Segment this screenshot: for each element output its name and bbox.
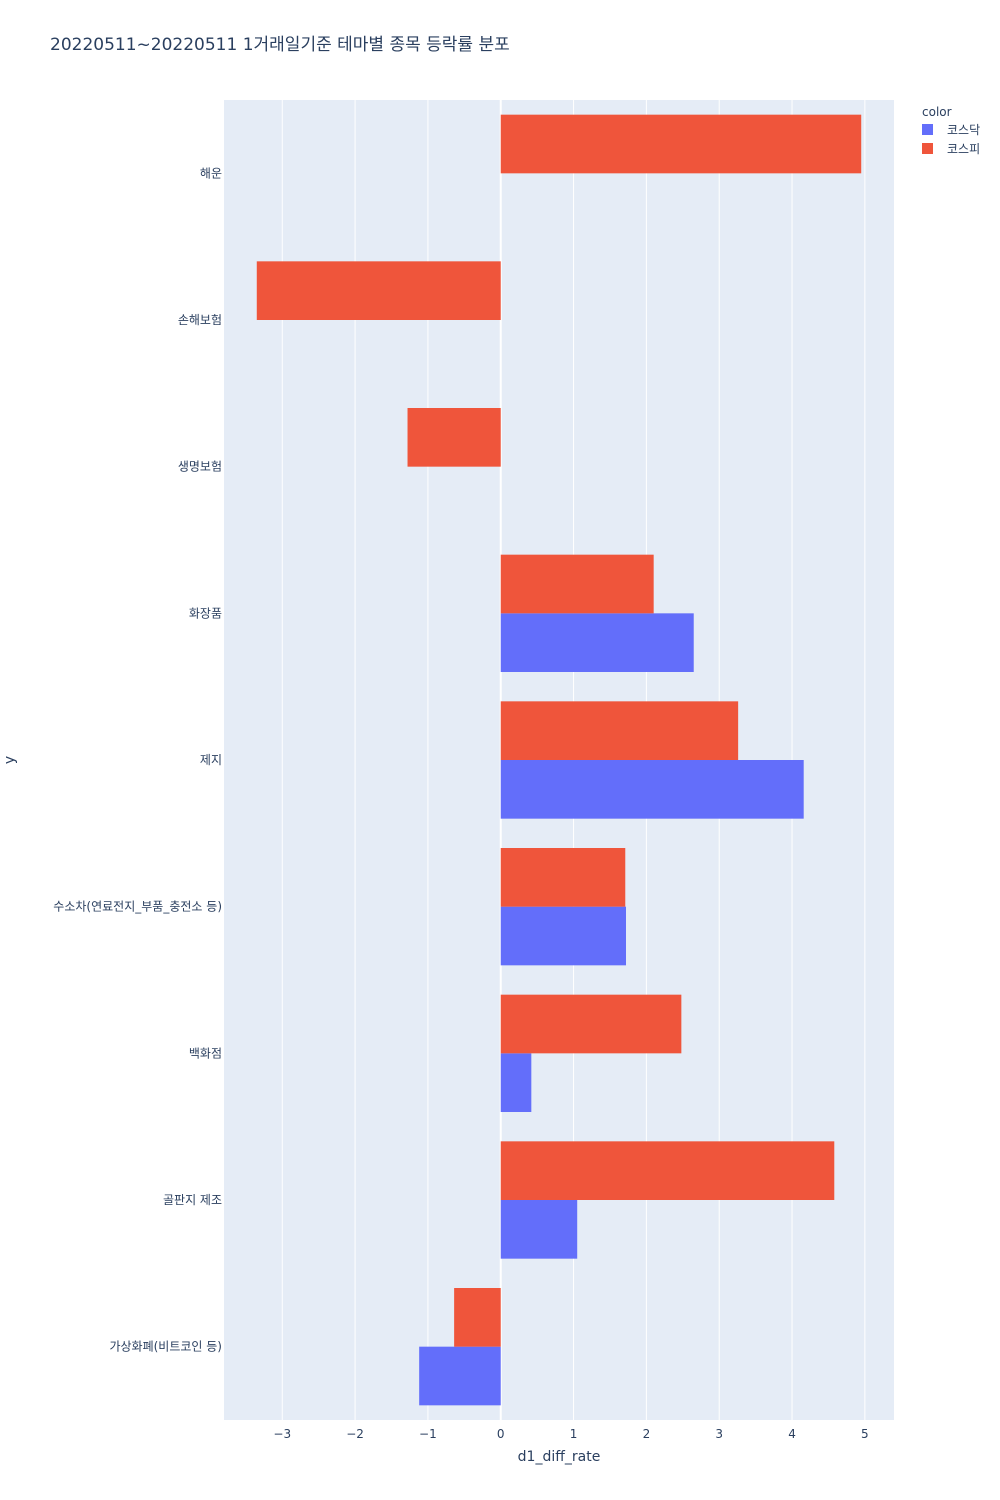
x-tick-label: 0 bbox=[497, 1427, 505, 1441]
x-tick-label: 5 bbox=[861, 1427, 869, 1441]
chart-title: 20220511~20220511 1거래일기준 테마별 종목 등락률 분포 bbox=[50, 35, 510, 55]
legend-label: 코스닥 bbox=[947, 123, 980, 137]
y-tick-label: 백화점 bbox=[189, 1046, 222, 1060]
x-tick-label: −3 bbox=[273, 1427, 291, 1441]
x-tick-label: 4 bbox=[788, 1427, 796, 1441]
bar-kosdaq bbox=[500, 760, 804, 819]
y-tick-label: 가상화폐(비트코인 등) bbox=[109, 1340, 222, 1354]
bar-kospi bbox=[407, 408, 501, 467]
y-tick-label: 골판지 제조 bbox=[163, 1193, 222, 1207]
y-tick-label: 제지 bbox=[200, 753, 222, 767]
bar-kospi bbox=[500, 994, 682, 1054]
legend-title: color bbox=[922, 105, 952, 119]
x-tick-label: 1 bbox=[570, 1427, 578, 1441]
bar-kospi bbox=[500, 701, 739, 760]
y-tick-label: 해운 bbox=[200, 166, 222, 180]
bar-kospi bbox=[256, 261, 501, 320]
x-tick-label: 3 bbox=[715, 1427, 723, 1441]
bar-kospi bbox=[500, 848, 626, 907]
y-tick-label: 생명보험 bbox=[178, 460, 222, 474]
bar-kosdaq bbox=[500, 1200, 578, 1259]
y-tick-label: 수소차(연료전지_부품_충전소 등) bbox=[53, 900, 222, 914]
bar-kospi bbox=[500, 554, 654, 614]
bars bbox=[256, 114, 862, 1406]
x-tick-label: 2 bbox=[643, 1427, 651, 1441]
bar-kospi bbox=[500, 114, 862, 174]
y-tick-label: 손해보험 bbox=[178, 313, 222, 327]
bar-kosdaq bbox=[419, 1346, 501, 1406]
bar-kosdaq bbox=[500, 613, 694, 672]
bar-kosdaq bbox=[500, 1053, 532, 1112]
x-tick-labels: −3 −2 −1 0 1 2 3 4 5 bbox=[273, 1427, 868, 1441]
legend-swatch bbox=[922, 124, 933, 135]
x-axis-title: d1_diff_rate bbox=[518, 1449, 601, 1465]
x-tick-label: −2 bbox=[346, 1427, 364, 1441]
legend-swatch bbox=[922, 143, 933, 154]
y-axis-title: y bbox=[2, 756, 18, 764]
legend-label: 코스피 bbox=[947, 142, 980, 156]
bar-kospi bbox=[500, 1141, 835, 1200]
x-tick-label: −1 bbox=[419, 1427, 437, 1441]
bar-kosdaq bbox=[500, 906, 626, 966]
y-tick-label: 화장품 bbox=[189, 606, 222, 620]
bar-kospi bbox=[454, 1288, 501, 1347]
